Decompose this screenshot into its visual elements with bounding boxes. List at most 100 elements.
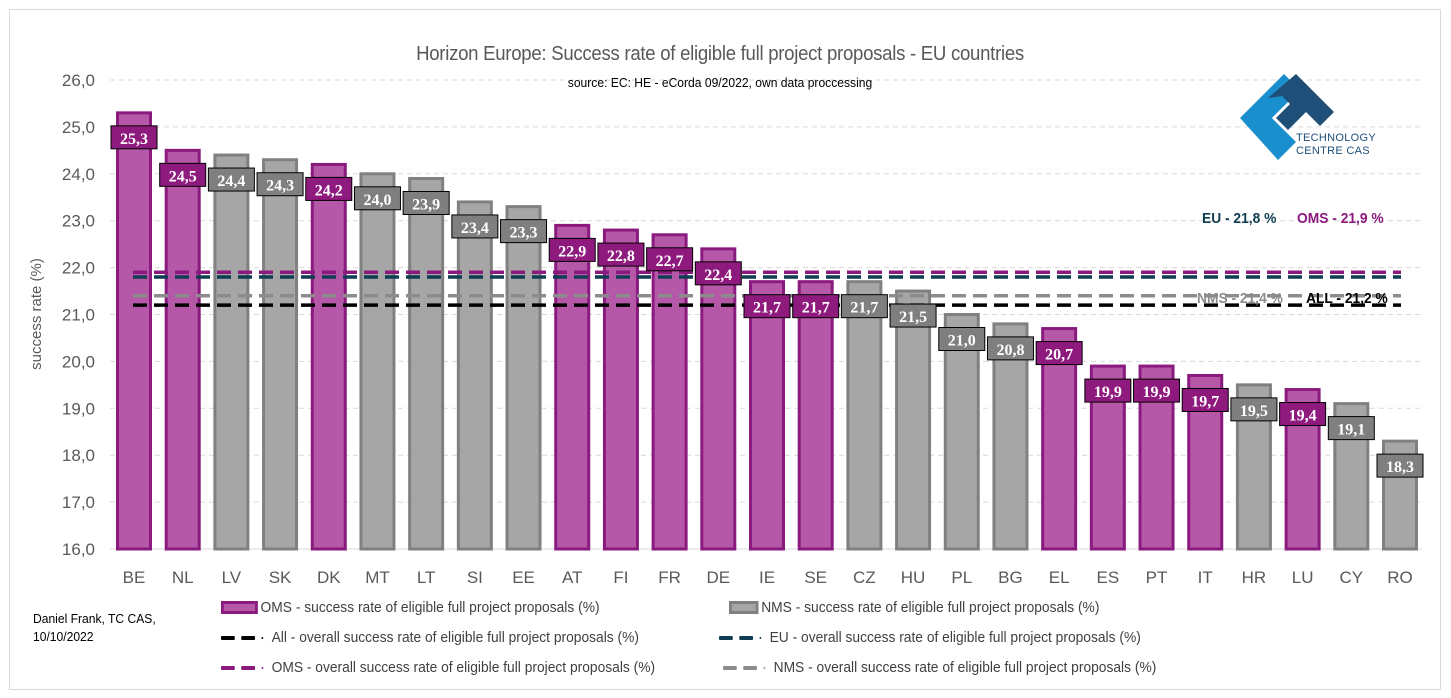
y-tick-label: 19,0 — [62, 399, 95, 418]
legend-label: All - overall success rate of eligible f… — [271, 629, 639, 646]
value-label: 18,3 — [1386, 459, 1414, 476]
x-tick-label: FI — [613, 568, 628, 587]
value-label-box — [743, 294, 791, 319]
bar-bg — [992, 322, 1029, 551]
chart-frame — [9, 9, 1441, 690]
value-label: 19,7 — [1191, 393, 1219, 410]
bar-pl — [943, 313, 980, 551]
x-tick-label: RO — [1387, 568, 1413, 587]
legend-all-line: All - overall success rate of eligible f… — [221, 629, 639, 646]
x-tick-label: IE — [759, 568, 775, 587]
value-label: 21,0 — [948, 333, 976, 350]
value-label-box — [1133, 378, 1181, 403]
y-tick-label: 21,0 — [62, 306, 95, 325]
author-line-2: 10/10/2022 — [33, 629, 94, 644]
x-tick-label: LT — [417, 568, 436, 587]
logo-line-1: TECHNOLOGY — [1296, 132, 1377, 144]
y-tick-label: 26,0 — [62, 71, 95, 90]
bar-fi — [602, 228, 639, 551]
x-tick-label: ES — [1097, 568, 1120, 587]
bar-lt — [408, 176, 445, 551]
tc-cas-logo-icon — [1240, 74, 1334, 160]
value-label: 19,1 — [1337, 422, 1365, 439]
value-label-box — [646, 247, 694, 272]
value-label-box — [889, 303, 937, 328]
value-label-box — [159, 162, 207, 187]
value-label-box — [451, 214, 499, 239]
value-label: 23,3 — [510, 225, 538, 242]
value-label: 21,7 — [850, 300, 878, 317]
x-tick-label: BG — [998, 568, 1023, 587]
x-tick-label: EE — [512, 568, 535, 587]
x-tick-label: HR — [1242, 568, 1267, 587]
value-label-box — [986, 336, 1034, 361]
legend-label: OMS - success rate of eligible full proj… — [260, 599, 600, 616]
legend-swatch-eu-line — [719, 631, 767, 645]
value-label: 19,4 — [1289, 408, 1317, 425]
bar-ie — [749, 280, 785, 551]
author-line-1: Daniel Frank, TC CAS, — [33, 611, 156, 626]
value-label: 19,5 — [1240, 403, 1268, 420]
x-tick-label: CZ — [853, 568, 876, 587]
value-label-box — [548, 237, 596, 262]
x-tick-label: IT — [1198, 568, 1213, 587]
x-tick-label: BE — [123, 568, 146, 587]
legend-swatch-oms-line — [221, 661, 269, 675]
bar-lv — [213, 153, 250, 551]
value-label-box — [402, 190, 450, 215]
bar-at — [554, 223, 591, 551]
legend-swatch-all-line — [221, 631, 269, 645]
x-tick-label: PL — [951, 568, 972, 587]
x-tick-label: SE — [804, 568, 827, 587]
value-label-box — [305, 176, 353, 201]
bar-el — [1041, 327, 1078, 551]
value-label-box — [1279, 402, 1327, 427]
x-tick-label: DE — [706, 568, 730, 587]
legend-label: NMS - overall success rate of eligible f… — [773, 659, 1157, 676]
x-tick-label: SI — [467, 568, 483, 587]
legend-nms-line: NMS - overall success rate of eligible f… — [723, 659, 1156, 676]
value-label: 19,9 — [1094, 384, 1122, 401]
annotation-nms: NMS - 21,4 % — [1197, 290, 1283, 307]
chart-title: Horizon Europe: Success rate of eligible… — [416, 43, 1024, 65]
x-tick-label: HU — [901, 568, 926, 587]
x-tick-label: AT — [562, 568, 582, 587]
value-label-box — [500, 219, 548, 244]
x-tick-label: LV — [222, 568, 242, 587]
value-label: 20,8 — [996, 342, 1024, 359]
value-label-box — [694, 261, 742, 286]
value-label: 24,5 — [169, 168, 197, 185]
value-label: 25,3 — [120, 131, 148, 148]
bar-hu — [895, 289, 932, 551]
value-label: 24,2 — [315, 182, 343, 199]
value-label: 24,0 — [363, 192, 391, 209]
value-label-box — [1181, 387, 1229, 412]
legend-swatch-nms-line — [723, 661, 771, 675]
y-tick-label: 25,0 — [62, 118, 95, 137]
y-tick-label: 17,0 — [62, 493, 95, 512]
bar-nl — [164, 148, 201, 551]
value-label: 22,8 — [607, 248, 635, 265]
bar-mt — [359, 172, 396, 551]
legend-eu-line: EU - overall success rate of eligible fu… — [719, 629, 1141, 646]
value-label: 19,9 — [1143, 384, 1171, 401]
x-tick-label: MT — [365, 568, 390, 587]
x-tick-label: EL — [1049, 568, 1070, 587]
value-label-box — [1035, 341, 1083, 366]
legend-label: OMS - overall success rate of eligible f… — [271, 659, 656, 676]
legend-oms-line: OMS - overall success rate of eligible f… — [221, 659, 655, 676]
bar-cz — [846, 280, 883, 551]
value-label: 23,4 — [461, 220, 489, 237]
legend-swatch-oms-bar — [221, 601, 258, 614]
legend-label: EU - overall success rate of eligible fu… — [769, 629, 1141, 646]
value-label-box — [792, 294, 840, 319]
value-label: 24,3 — [266, 178, 294, 195]
value-label-box — [207, 167, 255, 192]
y-tick-label: 23,0 — [62, 212, 95, 231]
bar-se — [797, 280, 834, 551]
value-label-box — [1327, 416, 1375, 441]
x-tick-label: FR — [658, 568, 681, 587]
value-label-box — [938, 327, 986, 351]
y-tick-label: 20,0 — [62, 352, 95, 371]
bar-be — [116, 111, 152, 551]
